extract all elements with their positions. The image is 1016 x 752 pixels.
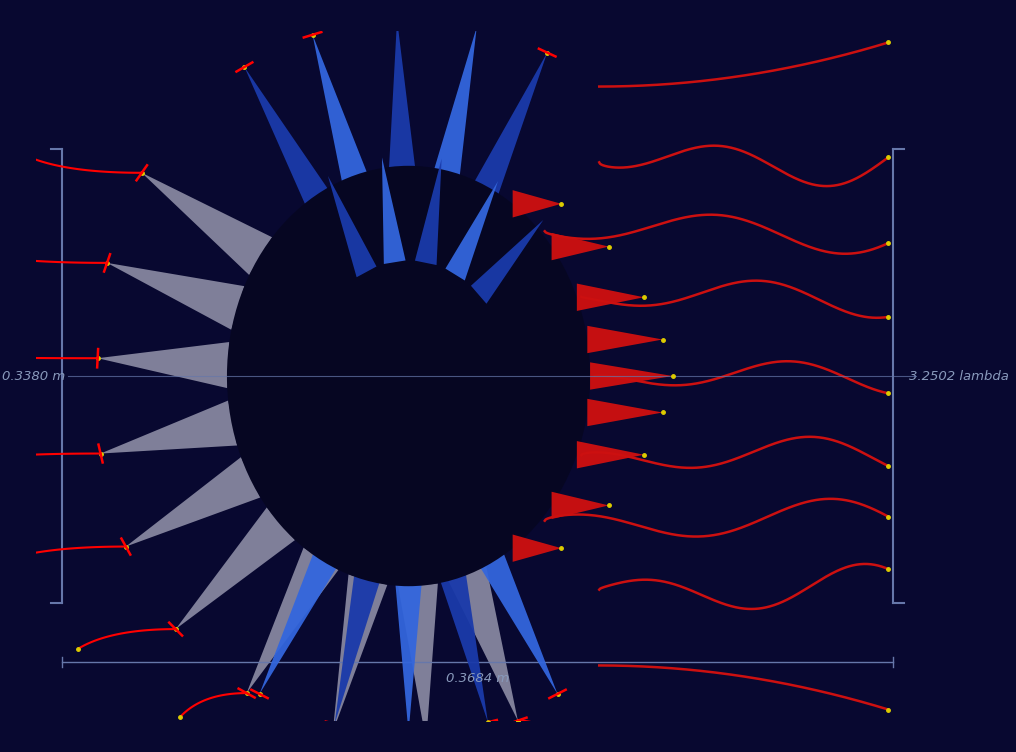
Polygon shape: [454, 506, 558, 694]
Polygon shape: [513, 190, 562, 217]
Ellipse shape: [227, 165, 590, 587]
Polygon shape: [448, 566, 518, 720]
Polygon shape: [259, 506, 363, 694]
Text: 4.5739 lambdaD: 4.5739 lambdaD: [399, 356, 509, 368]
Polygon shape: [107, 263, 245, 330]
Polygon shape: [577, 441, 644, 468]
Polygon shape: [587, 326, 662, 353]
Polygon shape: [471, 220, 544, 304]
Polygon shape: [386, 20, 422, 220]
Polygon shape: [245, 67, 357, 251]
Polygon shape: [334, 523, 395, 723]
Polygon shape: [101, 401, 237, 453]
Polygon shape: [590, 362, 673, 390]
Polygon shape: [415, 159, 442, 265]
Polygon shape: [313, 35, 386, 232]
Polygon shape: [328, 176, 377, 277]
Text: 0.3684 m: 0.3684 m: [446, 672, 509, 685]
Polygon shape: [142, 173, 272, 275]
Polygon shape: [445, 181, 498, 280]
Polygon shape: [587, 399, 662, 426]
Polygon shape: [98, 342, 230, 388]
Polygon shape: [333, 575, 387, 732]
Polygon shape: [513, 535, 562, 562]
Text: 3.2502 lambda: 3.2502 lambda: [909, 369, 1009, 383]
Polygon shape: [424, 523, 488, 722]
Polygon shape: [420, 27, 477, 227]
Text: 0.3380 m: 0.3380 m: [2, 369, 65, 383]
Polygon shape: [552, 492, 609, 519]
Polygon shape: [247, 547, 338, 693]
Polygon shape: [577, 284, 644, 311]
Polygon shape: [449, 53, 548, 243]
Polygon shape: [176, 508, 295, 629]
Polygon shape: [391, 532, 426, 733]
Polygon shape: [552, 233, 609, 260]
Polygon shape: [382, 157, 405, 264]
Polygon shape: [398, 584, 438, 741]
Polygon shape: [126, 457, 260, 547]
